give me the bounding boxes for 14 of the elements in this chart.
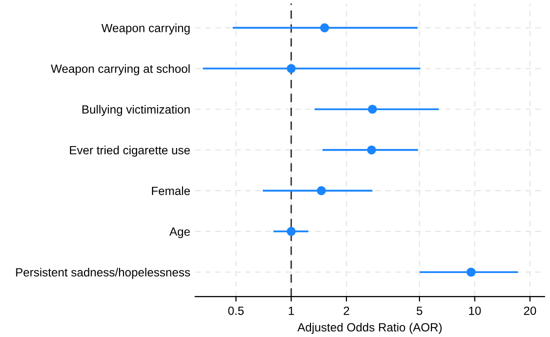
y-tick-label: Weapon carrying at school — [50, 64, 190, 76]
y-tick-label: Persistent sadness/hopelessness — [16, 268, 190, 279]
y-tick-label: Weapon carrying — [101, 24, 190, 35]
y-tick-label: Age — [169, 228, 190, 238]
x-tick-label: 0.5 — [228, 306, 244, 315]
x-tick-label: 1 — [288, 306, 294, 315]
x-tick-label: 10 — [469, 306, 481, 315]
x-tick-label: 20 — [524, 306, 536, 315]
y-tick-label: Ever tried cigarette use — [70, 146, 190, 157]
y-tick-label: Female — [152, 186, 190, 196]
y-tick-label: Bullying victimization — [82, 104, 190, 116]
x-tick-label: 5 — [416, 306, 422, 315]
x-tick-label: 2 — [344, 306, 350, 315]
x-axis-title: Adjusted Odds Ratio (AOR) — [297, 322, 442, 334]
